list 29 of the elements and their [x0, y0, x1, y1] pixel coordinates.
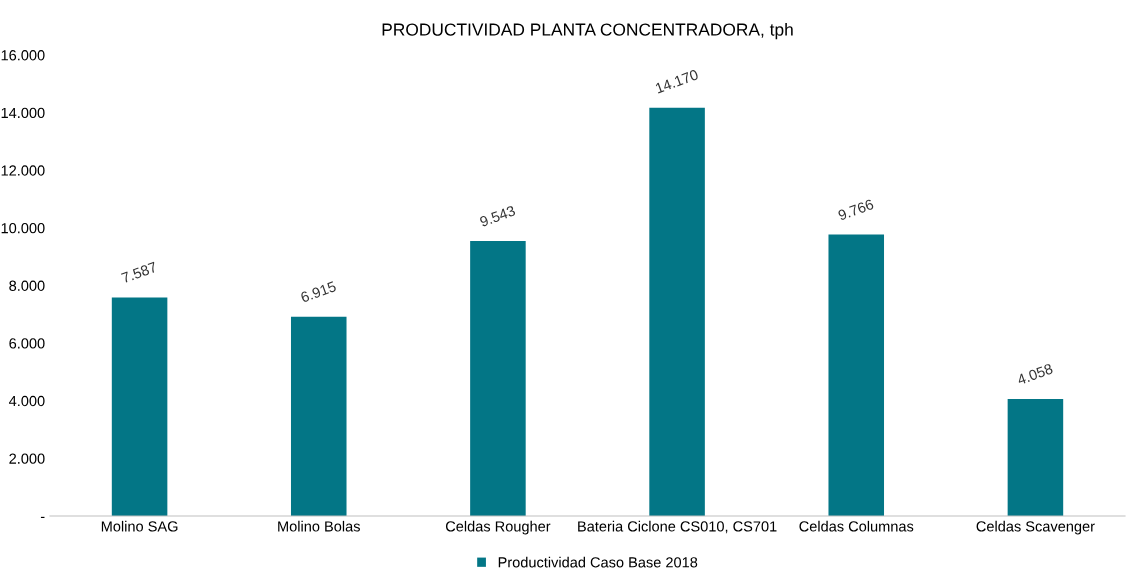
bar	[649, 107, 705, 516]
y-tick-label: 14.000	[1, 107, 45, 119]
y-tick-label: 4.000	[8, 395, 45, 407]
y-tick-label: 10.000	[1, 222, 45, 234]
legend-label: Productividad Caso Base 2018	[498, 556, 698, 568]
x-tick-label: Celdas Rougher	[445, 520, 551, 535]
data-label: 14.170	[654, 69, 699, 94]
y-tick-label: 2.000	[9, 453, 45, 464]
y-tick-label: 8.000	[9, 280, 45, 291]
y-tick-label: -	[40, 516, 45, 518]
x-tick-label: Bateria Ciclone CS010, CS701	[578, 520, 777, 534]
bar	[828, 234, 885, 516]
data-label: 9.766	[837, 198, 875, 221]
x-tick-label: Celdas Scavenger	[976, 520, 1095, 535]
chart-title: PRODUCTIVIDAD PLANTA CONCENTRADORA, tph	[382, 22, 793, 40]
y-tick-label: 16.000	[1, 50, 45, 61]
y-tick-label: 12.000	[1, 165, 45, 176]
bar	[111, 297, 168, 516]
x-tick-label: Molino SAG	[101, 520, 178, 532]
data-label: 9.543	[479, 205, 516, 227]
data-label: 7.587	[120, 261, 158, 284]
bar	[290, 316, 347, 516]
data-label: 4.058	[1016, 363, 1054, 386]
bar	[1007, 399, 1064, 516]
x-tick-label: Molino Bolas	[278, 520, 360, 532]
x-tick-label: Celdas Columnas	[799, 520, 914, 532]
y-tick-label: 6.000	[9, 338, 45, 349]
bar	[470, 241, 526, 516]
data-label: 6.915	[300, 280, 337, 303]
